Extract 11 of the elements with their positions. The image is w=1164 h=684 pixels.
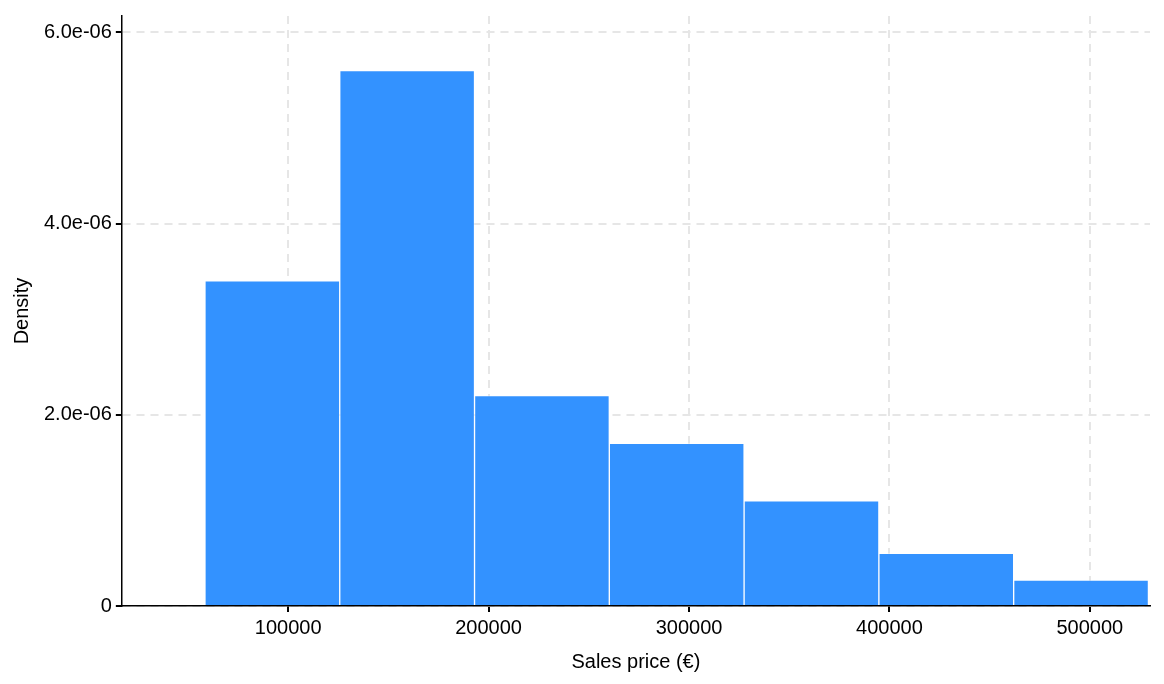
y-tick-label: 0: [100, 593, 112, 616]
x-axis-title: Sales price (€): [571, 649, 701, 672]
x-tick-label: 400000: [856, 615, 923, 638]
y-axis-title: Density: [9, 277, 32, 345]
y-tick-label: 4.0e-06: [43, 211, 112, 234]
x-tick-label: 500000: [1056, 615, 1124, 638]
y-tick-label: 2.0e-06: [43, 402, 112, 425]
y-tick-label: 6.0e-06: [43, 19, 112, 42]
x-tick-label: 100000: [254, 615, 322, 638]
x-tick-label: 200000: [455, 615, 522, 638]
x-tick-label: 300000: [655, 615, 723, 638]
